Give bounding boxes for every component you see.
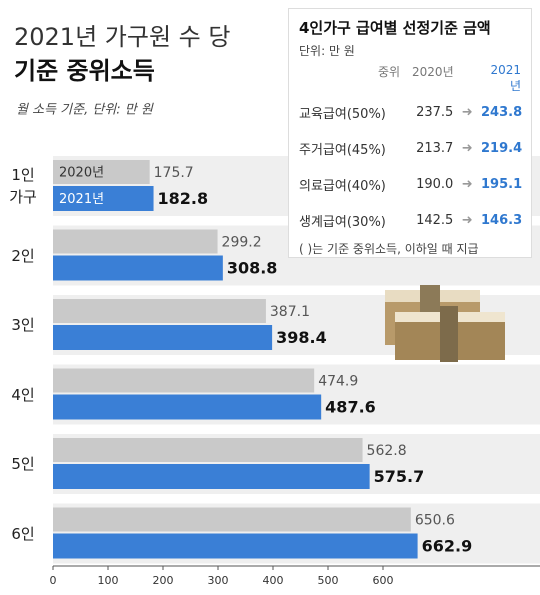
value-label: 575.7 (374, 467, 425, 486)
bar (53, 394, 322, 420)
category-label: 6인 (11, 524, 35, 543)
value-label: 308.8 (227, 259, 278, 278)
row-label: 생계급여(30%) (299, 214, 386, 230)
table-row: 교육급여(50%) 237.5 ➜ 243.8 (299, 94, 523, 130)
value-2020: 190.0 (416, 176, 454, 192)
header-cell: 2020년 (412, 65, 454, 79)
header-cell: 중위 (377, 65, 401, 79)
value-label: 299.2 (222, 235, 262, 251)
category-label: 2인 (11, 246, 35, 265)
value-2021: 243.8 (481, 104, 523, 120)
x-tick-label: 200 (153, 574, 174, 587)
x-tick-label: 300 (208, 574, 229, 587)
bar (53, 325, 273, 350)
value-label: 487.6 (325, 398, 376, 417)
value-2021: 195.1 (481, 176, 523, 192)
bar (53, 229, 218, 254)
bar (53, 533, 418, 559)
chart-subtitle: 월 소득 기준, 단위: 만 원 (16, 103, 154, 118)
arrow: ➜ (461, 212, 473, 228)
chart-title-line2: 기준 중위소득 (14, 57, 155, 85)
row-label: 의료급여(40%) (299, 178, 386, 194)
value-2020: 142.5 (416, 212, 454, 228)
table-row: 생계급여(30%) 142.5 ➜ 146.3 (299, 202, 523, 238)
table-header: 중위 2020년 2021년 (299, 63, 521, 94)
bar (53, 160, 150, 184)
bar (53, 438, 363, 462)
table-title: 4인가구 급여별 선정기준 금액 (299, 19, 491, 37)
category-label: 5인 (11, 455, 35, 473)
x-tick-label: 500 (318, 574, 339, 587)
bar (53, 507, 411, 532)
criteria-table: 4인가구 급여별 선정기준 금액 단위: 만 원 중위 2020년 2021년 … (288, 8, 532, 258)
value-label: 182.8 (158, 189, 209, 208)
row-label: 교육급여(50%) (299, 106, 386, 122)
bar (53, 368, 315, 393)
table-row: 주거급여(45%) 213.7 ➜ 219.4 (299, 130, 523, 166)
category-label: 3인 (11, 316, 35, 334)
table-unit: 단위: 만 원 (299, 44, 355, 58)
money-icon (385, 285, 505, 362)
value-2020: 213.7 (416, 140, 454, 156)
header-cell: 2021년 (490, 63, 522, 93)
bar (53, 299, 266, 323)
bar (53, 186, 154, 211)
value-2021: 146.3 (481, 212, 523, 228)
category-label: 1인 가구 (9, 166, 37, 206)
category-label: 4인 (11, 385, 35, 404)
legend-entry: 2021년 (59, 192, 104, 207)
arrow: ➜ (461, 140, 473, 156)
chart-title: 2021년 가구원 수 당 (14, 23, 230, 51)
value-label: 662.9 (422, 537, 473, 556)
value-2021: 219.4 (481, 140, 523, 156)
value-2020: 237.5 (416, 104, 454, 120)
table-row: 의료급여(40%) 190.0 ➜ 195.1 (299, 166, 523, 202)
x-tick-label: 400 (263, 574, 284, 587)
arrow: ➜ (461, 176, 473, 192)
value-label: 650.6 (415, 513, 455, 529)
arrow: ➜ (461, 104, 473, 120)
value-label: 562.8 (367, 443, 407, 459)
value-label: 175.7 (154, 165, 194, 181)
row-label: 주거급여(45%) (299, 142, 386, 158)
x-tick-label: 100 (98, 574, 119, 587)
bar (53, 464, 370, 489)
x-tick-label: 0 (50, 574, 57, 587)
value-label: 474.9 (318, 374, 358, 390)
bar (53, 255, 223, 281)
x-tick-label: 600 (373, 574, 394, 587)
legend-entry: 2020년 (59, 166, 104, 181)
value-label: 398.4 (276, 328, 327, 347)
value-label: 387.1 (270, 304, 310, 320)
table-note: ( )는 기준 중위소득, 이하일 때 지급 (299, 242, 479, 256)
